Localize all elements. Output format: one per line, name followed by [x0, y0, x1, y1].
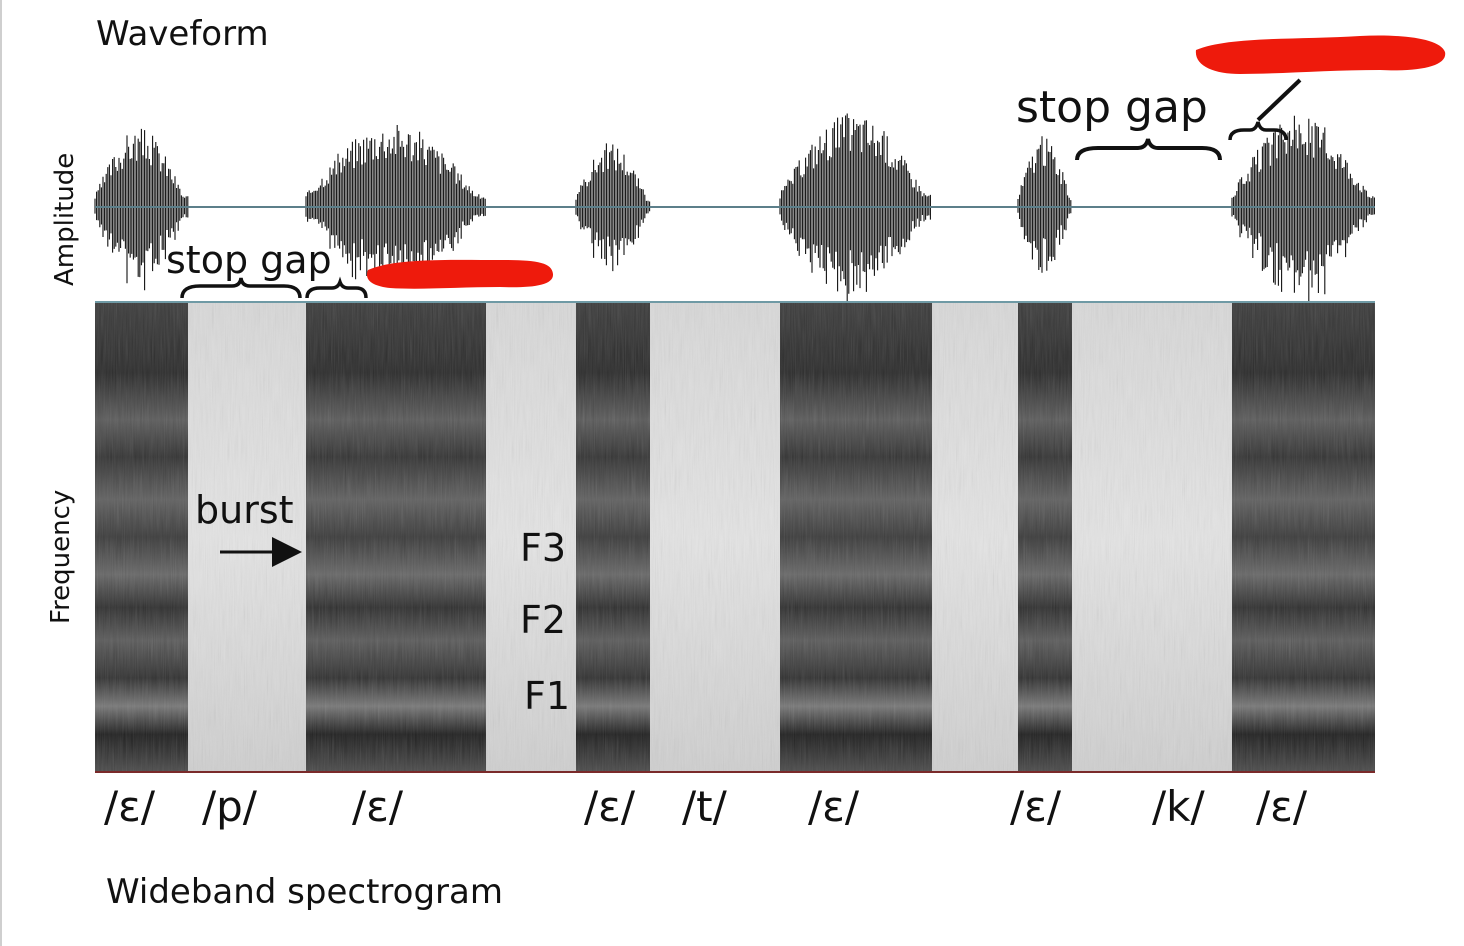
frequency-axis-label: Frequency — [46, 489, 76, 624]
phone-label: /ɛ/ — [1010, 782, 1062, 831]
phone-label: /ɛ/ — [352, 782, 404, 831]
formant-f1-label: F1 — [524, 674, 571, 718]
waveform-voiced-segment — [305, 125, 486, 280]
phone-label: /ɛ/ — [1256, 782, 1308, 831]
callout-line — [1256, 78, 1302, 122]
stop-gap-label-right: stop gap — [1016, 82, 1208, 133]
stop-gap-label-left: stop gap — [166, 238, 332, 282]
burst-bracket-left — [305, 276, 368, 299]
waveform-voiced-segment — [1231, 115, 1375, 303]
phone-label: /ɛ/ — [104, 782, 156, 831]
frame-left-edge — [0, 0, 2, 946]
stop-gap-bracket-right — [1075, 138, 1222, 161]
spectrogram-plot — [95, 301, 1375, 773]
redaction-scribble-lower-left — [366, 259, 554, 289]
phone-label: /p/ — [202, 782, 257, 831]
phone-label: /t/ — [682, 782, 727, 831]
burst-bracket-right — [1228, 121, 1288, 141]
waveform-title: Waveform — [96, 14, 269, 54]
burst-label: burst — [195, 488, 294, 532]
redaction-scribble-top-right — [1195, 35, 1446, 74]
stop-gap-bracket-left — [180, 277, 302, 299]
phone-label: /ɛ/ — [584, 782, 636, 831]
formant-f3-label: F3 — [520, 526, 567, 570]
spectrogram-title: Wideband spectrogram — [106, 872, 503, 912]
formant-f2-label: F2 — [520, 598, 567, 642]
amplitude-axis-label: Amplitude — [50, 152, 80, 286]
phone-label: /k/ — [1152, 782, 1205, 831]
spectrogram-texture — [95, 302, 1375, 772]
phone-label: /ɛ/ — [808, 782, 860, 831]
waveform-voiced-segment — [1017, 136, 1072, 273]
